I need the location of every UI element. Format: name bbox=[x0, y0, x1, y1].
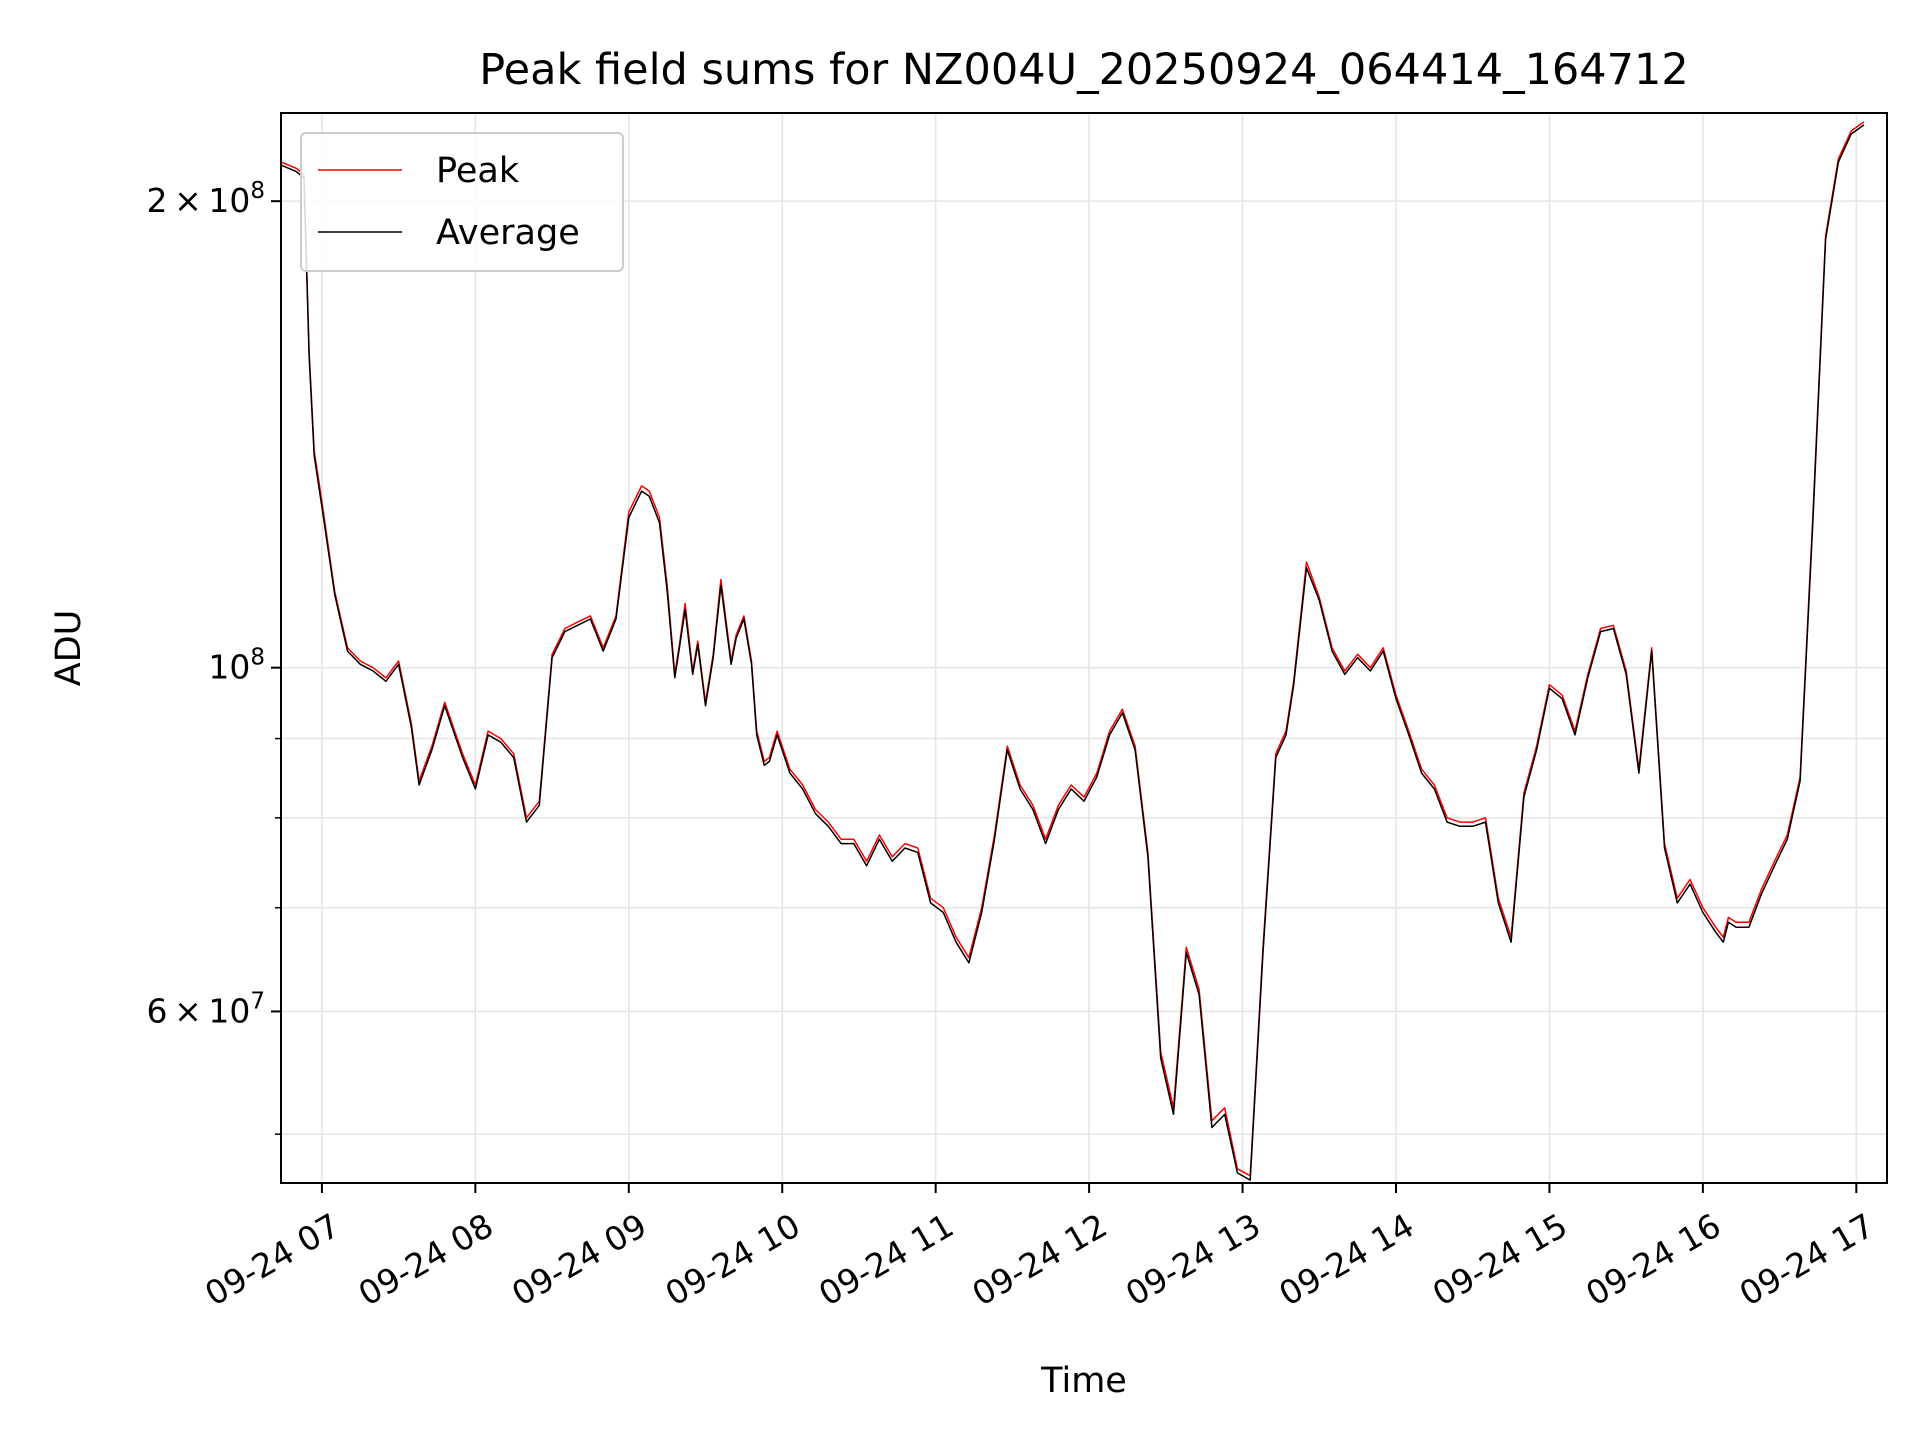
legend-label-peak: Peak bbox=[436, 151, 520, 191]
x-axis-title: Time bbox=[1040, 1361, 1127, 1401]
gridlines bbox=[281, 113, 1887, 1183]
legend: Peak Average bbox=[300, 132, 624, 272]
y-axis-title: ADU bbox=[49, 610, 89, 687]
legend-label-average: Average bbox=[436, 213, 580, 253]
y-tick-label: 108 bbox=[208, 645, 265, 687]
y-axis-ticks: 2 × 108 108 6 × 107 bbox=[147, 178, 281, 1135]
y-tick-label: 6 × 107 bbox=[147, 988, 265, 1030]
series-lines bbox=[280, 121, 1865, 1181]
plot-frame bbox=[280, 112, 1888, 1184]
series-line-average bbox=[280, 124, 1865, 1181]
legend-box bbox=[300, 132, 624, 272]
chart-title: Peak field sums for NZ004U_20250924_0644… bbox=[479, 45, 1688, 95]
y-tick-label: 2 × 108 bbox=[147, 178, 265, 220]
